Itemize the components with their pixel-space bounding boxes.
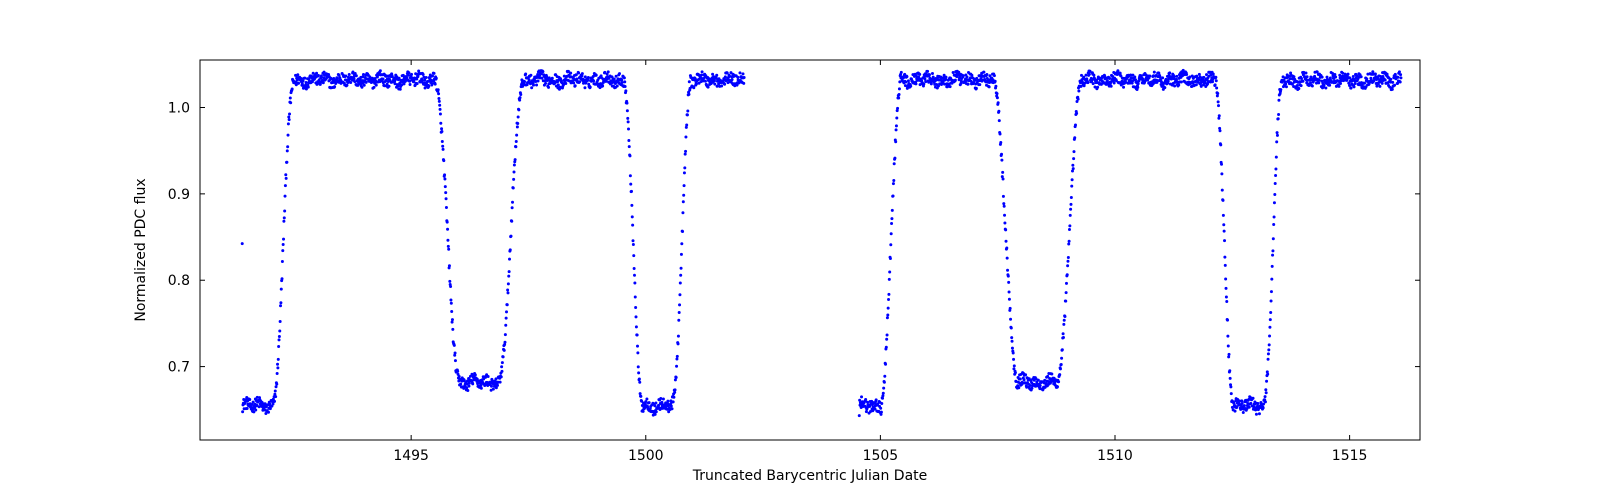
y-tick-label: 0.8 — [168, 273, 190, 289]
data-series — [241, 69, 1403, 417]
x-tick-label: 1500 — [628, 448, 664, 464]
x-tick-label: 1495 — [393, 448, 429, 464]
x-axis-label: Truncated Barycentric Julian Date — [692, 468, 928, 484]
x-tick-label: 1515 — [1332, 448, 1368, 464]
y-tick-label: 0.7 — [168, 360, 190, 376]
x-tick-label: 1510 — [1097, 448, 1133, 464]
chart-svg: 1495 1500 1505 1510 1515 0.7 0.8 0.9 1.0 Trunca… — [0, 0, 1600, 500]
y-ticks: 0.7 0.8 0.9 1.0 — [168, 101, 1420, 376]
lightcurve-chart: 1495 1500 1505 1510 1515 0.7 0.8 0.9 1.0 Trunca… — [0, 0, 1600, 500]
y-axis-label: Normalized PDC flux — [133, 178, 149, 321]
x-tick-label: 1505 — [863, 448, 899, 464]
plot-border — [200, 60, 1420, 440]
y-tick-label: 1.0 — [168, 101, 190, 117]
y-tick-label: 0.9 — [168, 187, 190, 203]
